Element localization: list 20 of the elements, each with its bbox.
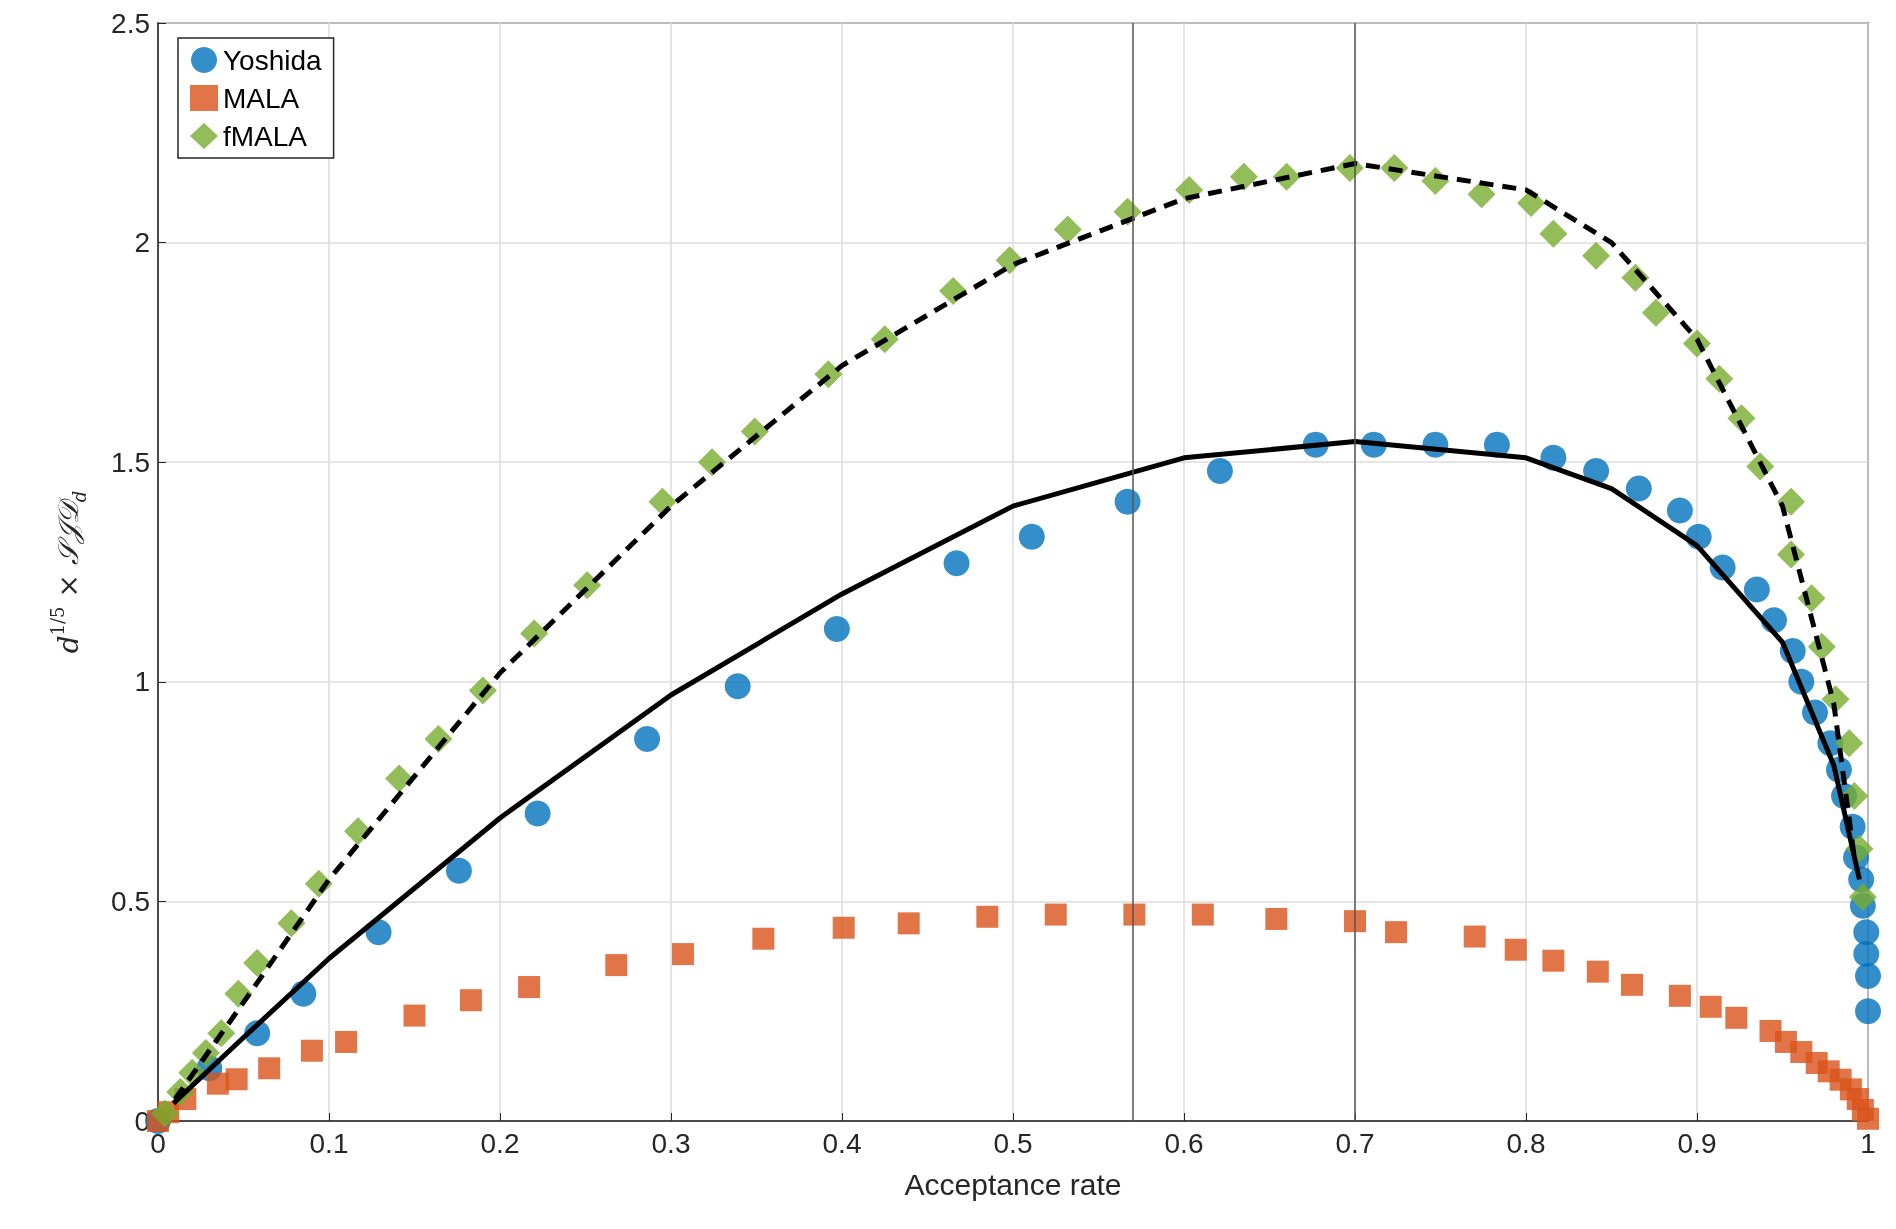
x-tick-label: 0.9: [1677, 1127, 1717, 1159]
x-tick-label: 1: [1860, 1127, 1876, 1159]
x-tick-label: 0.6: [1164, 1127, 1204, 1159]
x-tick-label: 0.8: [1506, 1127, 1546, 1159]
y-axis-title: d1/5 × 𝒮𝒥𝒟d: [46, 490, 90, 654]
x-tick-label: 0.4: [822, 1127, 862, 1159]
y-tick-label: 2: [134, 227, 150, 259]
x-axis-title: Acceptance rate: [904, 1167, 1122, 1201]
x-tick-label: 0.3: [651, 1127, 691, 1159]
legend-label: Yoshida: [223, 44, 323, 76]
x-tick-label: 0.5: [993, 1127, 1033, 1159]
legend-label: MALA: [223, 82, 300, 114]
legend-label: fMALA: [223, 120, 308, 152]
y-tick-label: 1: [134, 666, 150, 698]
y-tick-label: 0.5: [111, 885, 150, 917]
x-tick-label: 0.7: [1335, 1127, 1375, 1159]
y-tick-label: 1.5: [111, 446, 150, 478]
x-tick-label: 0.2: [480, 1127, 520, 1159]
x-tick-label: 0.1: [309, 1127, 349, 1159]
y-tick-label: 2.5: [111, 7, 150, 39]
